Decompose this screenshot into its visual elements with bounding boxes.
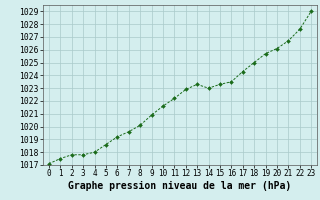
- X-axis label: Graphe pression niveau de la mer (hPa): Graphe pression niveau de la mer (hPa): [68, 181, 292, 191]
